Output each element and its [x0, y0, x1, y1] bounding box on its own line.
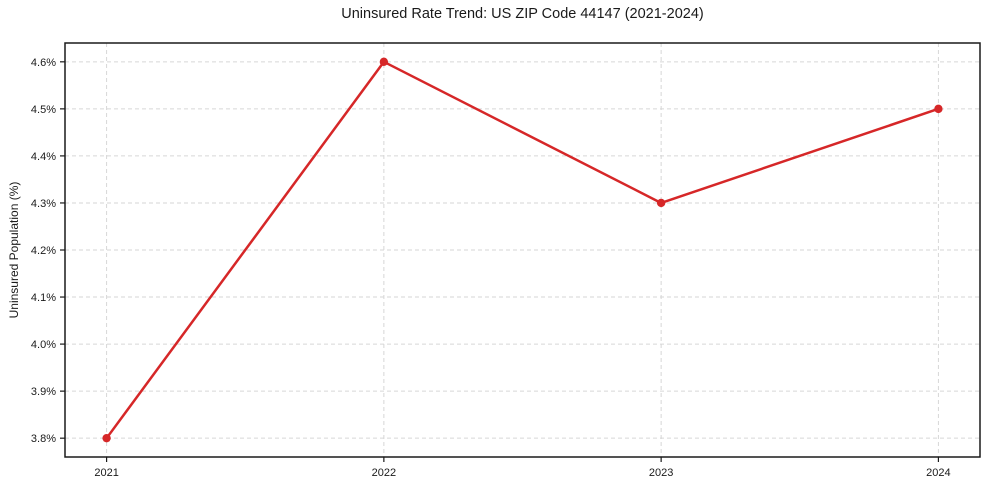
y-tick-label: 4.1%: [31, 292, 56, 304]
data-point-marker: [656, 198, 666, 208]
y-tick-label: 4.3%: [31, 198, 56, 210]
x-tick-label: 2024: [926, 467, 950, 479]
y-tick-label: 4.2%: [31, 245, 56, 257]
y-tick-label: 4.4%: [31, 151, 56, 163]
y-tick-label: 4.0%: [31, 339, 56, 351]
data-point-marker: [934, 104, 943, 114]
trend-line: [105, 60, 940, 440]
chart-title: Uninsured Rate Trend: US ZIP Code 44147 …: [341, 6, 704, 22]
grid-layer: [65, 43, 980, 457]
x-tick-label: 2021: [94, 467, 118, 479]
series-layer: [102, 57, 943, 443]
axes-layer: 3.8% 3.9% 4.0% 4.1% 4.2% 4.3% 4.4% 4.5% 4.6% 2021…: [31, 42, 981, 479]
y-tick-label: 4.5%: [31, 104, 56, 116]
y-tick-label: 4.6%: [31, 57, 56, 69]
data-point-marker: [379, 57, 389, 67]
x-tick-label: 2022: [372, 467, 396, 479]
y-tick-label: 3.9%: [31, 386, 56, 398]
data-point-marker: [102, 433, 111, 443]
y-tick-label: 3.8%: [31, 433, 56, 445]
x-tick-label: 2023: [649, 467, 673, 479]
